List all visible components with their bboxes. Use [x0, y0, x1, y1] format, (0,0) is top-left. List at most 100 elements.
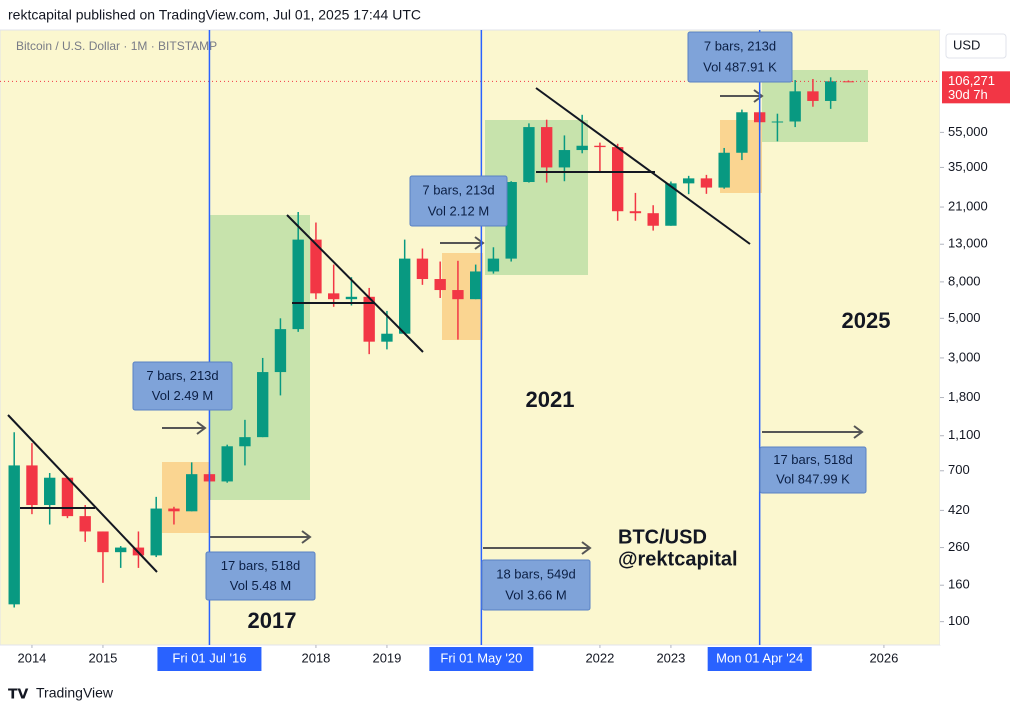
annotation-text: 18 bars, 549d — [496, 566, 576, 581]
symbol-title: Bitcoin / U.S. Dollar · 1M · BITSTAMP — [16, 39, 217, 53]
candle-body — [26, 465, 38, 506]
y-tick-label: 5,000 — [948, 310, 981, 325]
price-axis — [940, 30, 1010, 645]
y-tick-label: 160 — [948, 577, 970, 592]
candle-body — [345, 296, 358, 300]
y-tick-label: 260 — [948, 539, 970, 554]
arrows — [162, 89, 864, 555]
annotation-text: 17 bars, 518d — [773, 452, 853, 467]
arrow — [210, 530, 312, 544]
y-tick-label: 3,000 — [948, 349, 981, 364]
y-tick-label: 1,800 — [948, 389, 981, 404]
candle-body — [647, 213, 659, 226]
candle-body — [736, 112, 748, 153]
last-price-box — [942, 71, 1010, 104]
y-tick-label: 35,000 — [948, 159, 988, 174]
trendline — [286, 214, 424, 353]
candle-body — [381, 333, 393, 342]
candle-body — [257, 372, 269, 438]
currency: USD — [953, 37, 980, 52]
x-tick-label: 2015 — [88, 650, 117, 665]
currency-button[interactable] — [945, 33, 1007, 59]
candle-body — [540, 127, 553, 168]
candle-body — [168, 508, 180, 512]
annotation-text: Vol 2.12 M — [428, 203, 489, 218]
candle-body — [824, 81, 837, 101]
watermark: @rektcapital — [618, 548, 738, 570]
arrow — [762, 425, 864, 439]
candle-body — [310, 239, 322, 294]
x-tick-label: Fri 01 May '20 — [440, 650, 522, 665]
candle-body — [292, 239, 304, 330]
candle-body — [186, 474, 198, 512]
annotation-box — [409, 175, 508, 227]
arrow — [440, 236, 485, 250]
x-tick-label: 2019 — [372, 650, 401, 665]
annotation-text: Vol 487.91 K — [703, 59, 777, 74]
candle-body — [239, 437, 251, 447]
annotation-text: Vol 847.99 K — [776, 472, 850, 487]
candle-body — [61, 477, 74, 517]
arrow — [720, 89, 764, 103]
candle-body — [682, 178, 695, 184]
x-tick-highlight — [429, 647, 534, 671]
annotation-text: Vol 2.49 M — [152, 388, 213, 403]
annotation-text: Vol 5.48 M — [230, 578, 291, 593]
x-tick-label: 2018 — [301, 650, 330, 665]
candle-body — [221, 446, 233, 482]
trendline — [535, 87, 751, 245]
candle-body — [611, 147, 624, 212]
candle-body — [700, 178, 713, 188]
candle-body — [434, 279, 446, 291]
x-tick-label: Mon 01 Apr '24 — [716, 650, 803, 665]
candle-body — [452, 290, 464, 300]
arrow — [162, 421, 207, 435]
candle-body — [328, 293, 340, 300]
last-price-label: 106,271 — [948, 73, 995, 88]
x-tick-label: 2022 — [585, 650, 614, 665]
footer: TradingView — [36, 685, 114, 701]
candle-body — [789, 91, 801, 122]
y-tick-label: 13,000 — [948, 236, 988, 251]
x-tick-label: Fri 01 Jul '16 — [172, 650, 246, 665]
annotation-box — [759, 446, 867, 494]
candles — [8, 77, 855, 608]
candle-body — [594, 145, 606, 148]
x-tick-label: 2026 — [869, 650, 898, 665]
y-tick-label: 55,000 — [948, 124, 988, 139]
cycle-label: 2017 — [248, 608, 297, 633]
countdown: 30d 7h — [948, 87, 988, 102]
candle-body — [665, 183, 677, 226]
candle-body — [629, 211, 642, 214]
candle-body — [416, 258, 429, 280]
candle-body — [97, 531, 109, 553]
x-tick-label: 2023 — [656, 650, 685, 665]
candle-body — [771, 121, 784, 123]
candle-body — [470, 271, 482, 300]
annotation-text: 7 bars, 213d — [704, 38, 776, 53]
candle-body — [487, 258, 500, 272]
y-tick-label: 1,100 — [948, 427, 981, 442]
candle-body — [576, 145, 588, 151]
candle-body — [807, 91, 819, 101]
candle-body — [44, 477, 56, 506]
x-tick-highlight — [157, 647, 262, 671]
annotation-text: 7 bars, 213d — [422, 182, 494, 197]
y-tick-label: 700 — [948, 462, 970, 477]
cycle-label: 2021 — [526, 387, 575, 412]
annotation-box — [132, 361, 233, 411]
cycle-label: 2025 — [842, 308, 891, 333]
annotation-text: 17 bars, 518d — [221, 558, 301, 573]
candle-body — [718, 152, 730, 188]
y-tick-label: 100 — [948, 613, 970, 628]
candle-body — [505, 182, 517, 259]
annotation-box — [481, 559, 591, 611]
candle-body — [274, 329, 287, 373]
candle-body — [558, 150, 571, 168]
x-tick-highlight — [707, 647, 812, 671]
annotation-text: 7 bars, 213d — [146, 368, 218, 383]
trendlines — [7, 87, 751, 573]
orange-zone — [162, 462, 210, 533]
candle-body — [523, 127, 535, 183]
